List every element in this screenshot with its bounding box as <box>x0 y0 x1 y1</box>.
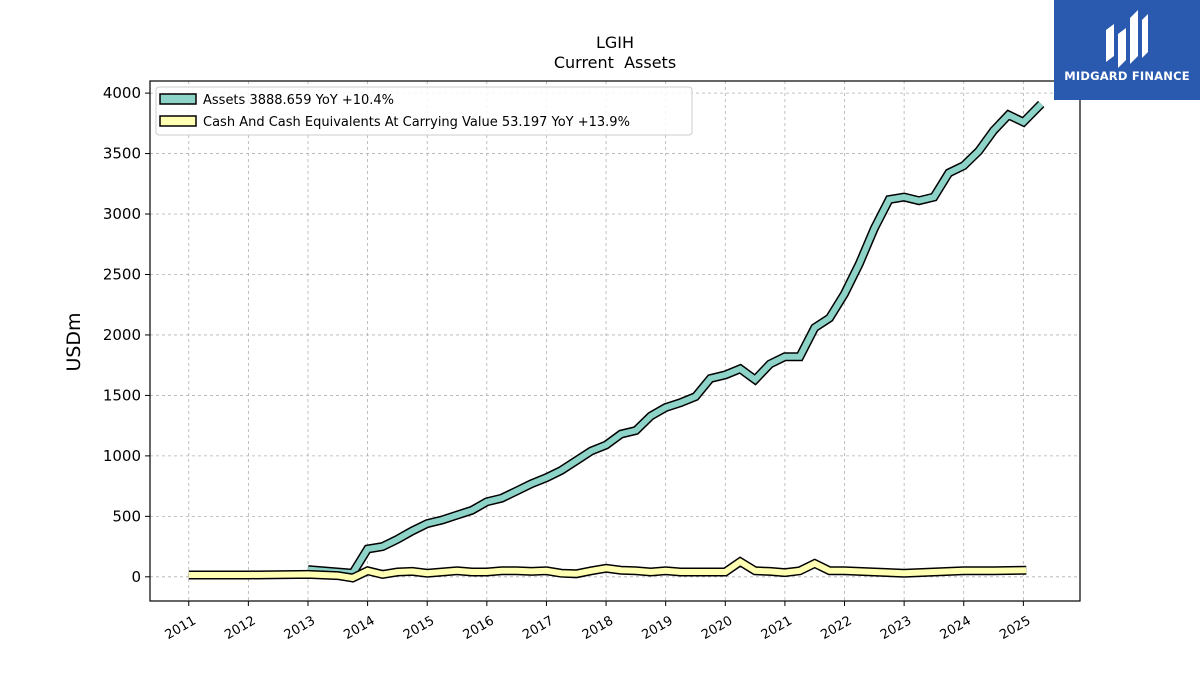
legend-label: Assets 3888.659 YoY +10.4% <box>203 93 394 108</box>
x-tick-label: 2013 <box>282 613 318 643</box>
chart-subtitle: Current Assets <box>554 53 676 72</box>
x-tick-label: 2012 <box>222 613 258 643</box>
x-tick-label: 2024 <box>938 613 974 643</box>
series-line <box>308 104 1041 573</box>
x-tick-label: 2019 <box>640 613 676 643</box>
x-tick-label: 2021 <box>759 613 795 643</box>
legend-label: Cash And Cash Equivalents At Carrying Va… <box>203 115 630 130</box>
x-tick-label: 2017 <box>520 613 556 643</box>
series-1 <box>308 104 1041 573</box>
y-tick-label: 4000 <box>103 84 141 102</box>
y-axis: 0 500 1000 1500 2000 2500 3000 3500 4000 <box>103 84 150 586</box>
y-tick-label: 0 <box>131 568 141 586</box>
chart: 05001000150020002500300035004000 2011 201… <box>0 0 1200 675</box>
y-tick-label: 3000 <box>103 205 141 223</box>
x-tick-label: 2018 <box>580 613 616 643</box>
x-tick-label: 2020 <box>699 613 735 643</box>
x-tick-label: 2015 <box>401 613 437 643</box>
plot-frame <box>150 81 1080 601</box>
grid <box>150 81 1080 601</box>
x-tick-label: 2011 <box>163 613 199 643</box>
y-tick-label: 1500 <box>103 386 141 404</box>
y-axis-label: USDm <box>63 312 85 371</box>
series-line-outline <box>308 104 1041 573</box>
x-tick-label: 2022 <box>818 613 854 643</box>
brand-mark-icon <box>1054 0 1200 100</box>
y-tick-label: 1000 <box>103 447 141 465</box>
brand-logo: MIDGARD FINANCE <box>1054 0 1200 100</box>
x-tick-label: 2016 <box>461 613 497 643</box>
y-tick-label: 3500 <box>103 145 141 163</box>
legend-swatch <box>160 116 196 126</box>
y-tick-label: 500 <box>112 507 141 525</box>
x-tick-label: 2023 <box>878 613 914 643</box>
chart-title: LGIH <box>596 33 634 52</box>
y-tick-label: 2500 <box>103 265 141 283</box>
legend: Assets 3888.659 YoY +10.4% Cash And Cash … <box>156 87 692 135</box>
x-tick-label: 2025 <box>997 613 1033 643</box>
legend-swatch <box>160 94 196 104</box>
y-tick-label: 2000 <box>103 326 141 344</box>
x-axis: 2011 2012 2013 2014 2015 2016 2017 2018 2019 2020… <box>163 601 1034 643</box>
x-tick-label: 2014 <box>341 613 377 643</box>
series-layer <box>189 104 1041 578</box>
brand-name: MIDGARD FINANCE <box>1054 69 1200 83</box>
